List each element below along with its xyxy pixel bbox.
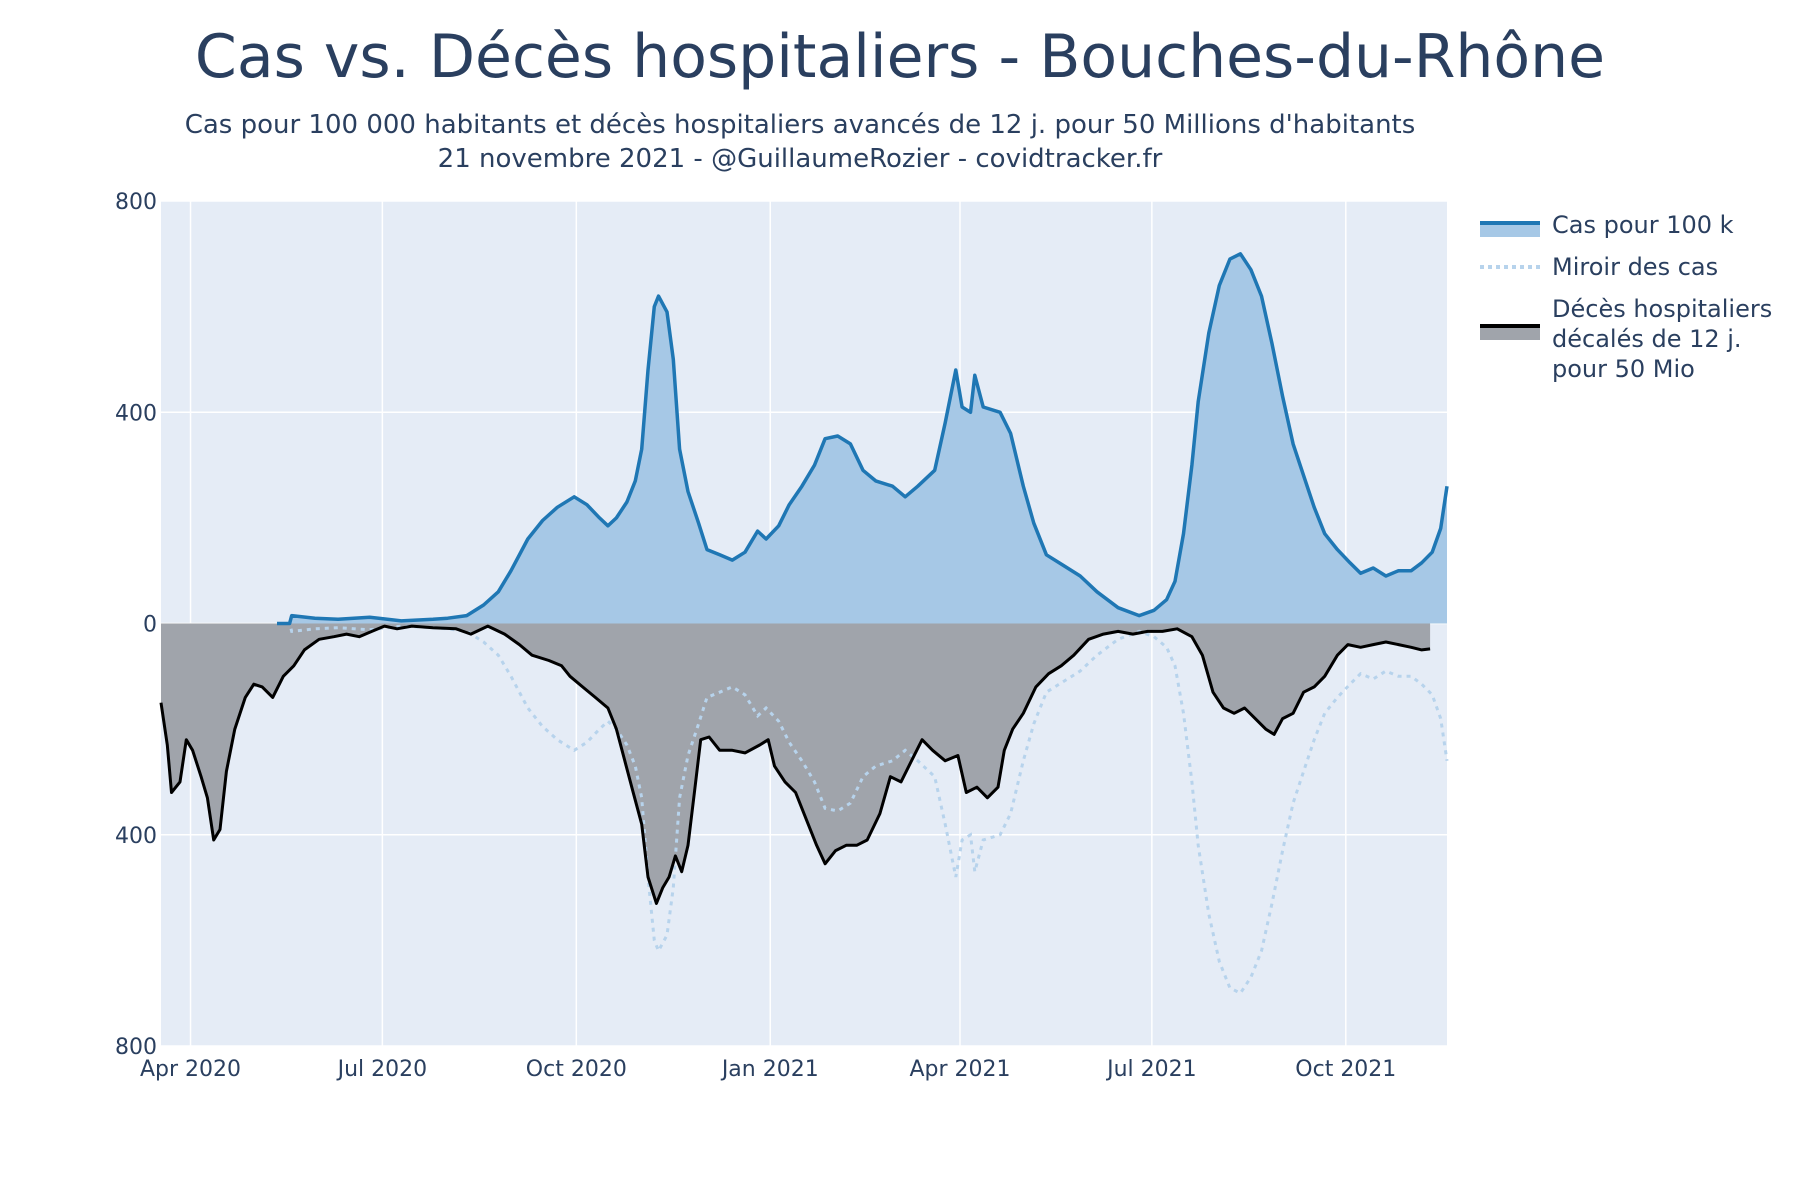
- legend-item-cases[interactable]: Cas pour 100 k: [1480, 210, 1800, 240]
- legend-swatch-cases: [1480, 221, 1540, 237]
- mirror-line: [277, 622, 1449, 996]
- legend[interactable]: Cas pour 100 k Miroir des cas Décès hosp…: [1480, 210, 1800, 396]
- legend-label-deaths: Décès hospitaliers décalés de 12 j. pour…: [1552, 295, 1773, 383]
- subtitle-line: Cas pour 100 000 habitants et décès hosp…: [184, 110, 1416, 140]
- y-tick-label: 400: [115, 401, 157, 426]
- deaths-line: [159, 624, 1431, 905]
- chart-title: Cas vs. Décès hospitaliers - Bouches-du-…: [194, 22, 1606, 92]
- y-tick-label: 400: [115, 824, 157, 849]
- x-tick-label: Apr 2020: [140, 1057, 241, 1082]
- x-tick-label: Jul 2021: [1105, 1057, 1197, 1082]
- series-areas: [161, 253, 1447, 904]
- x-tick-label: Oct 2021: [1295, 1057, 1396, 1082]
- x-tick-label: Apr 2021: [909, 1057, 1010, 1082]
- caption-line: 21 novembre 2021 - @GuillaumeRozier - co…: [437, 144, 1163, 174]
- x-tick-label: Jul 2020: [336, 1057, 428, 1082]
- legend-swatch-mirror: [1480, 265, 1540, 269]
- cases-line: [277, 252, 1449, 626]
- legend-item-mirror[interactable]: Miroir des cas: [1480, 252, 1800, 282]
- y-tick-label: 0: [143, 613, 157, 638]
- chart-subtitle: Cas pour 100 000 habitants et décès hosp…: [100, 108, 1500, 176]
- x-tick-label: Oct 2020: [526, 1057, 627, 1082]
- x-axis-ticks: Apr 2020 Jul 2020 Oct 2020 Jan 2021 Apr 2021…: [140, 1057, 1396, 1082]
- x-tick-label: Jan 2021: [720, 1057, 819, 1082]
- series-lines: [159, 252, 1449, 996]
- y-tick-label: 800: [115, 1035, 157, 1060]
- cases-area: [277, 253, 1447, 624]
- y-tick-label: 800: [115, 190, 157, 215]
- deaths-area: [161, 623, 1431, 904]
- legend-swatch-deaths: [1480, 324, 1540, 340]
- legend-item-deaths[interactable]: Décès hospitaliers décalés de 12 j. pour…: [1480, 294, 1800, 384]
- legend-label-cases: Cas pour 100 k: [1552, 211, 1734, 239]
- y-axis-ticks: 800 400 0 400 800: [115, 190, 157, 1060]
- legend-label-mirror: Miroir des cas: [1552, 253, 1719, 281]
